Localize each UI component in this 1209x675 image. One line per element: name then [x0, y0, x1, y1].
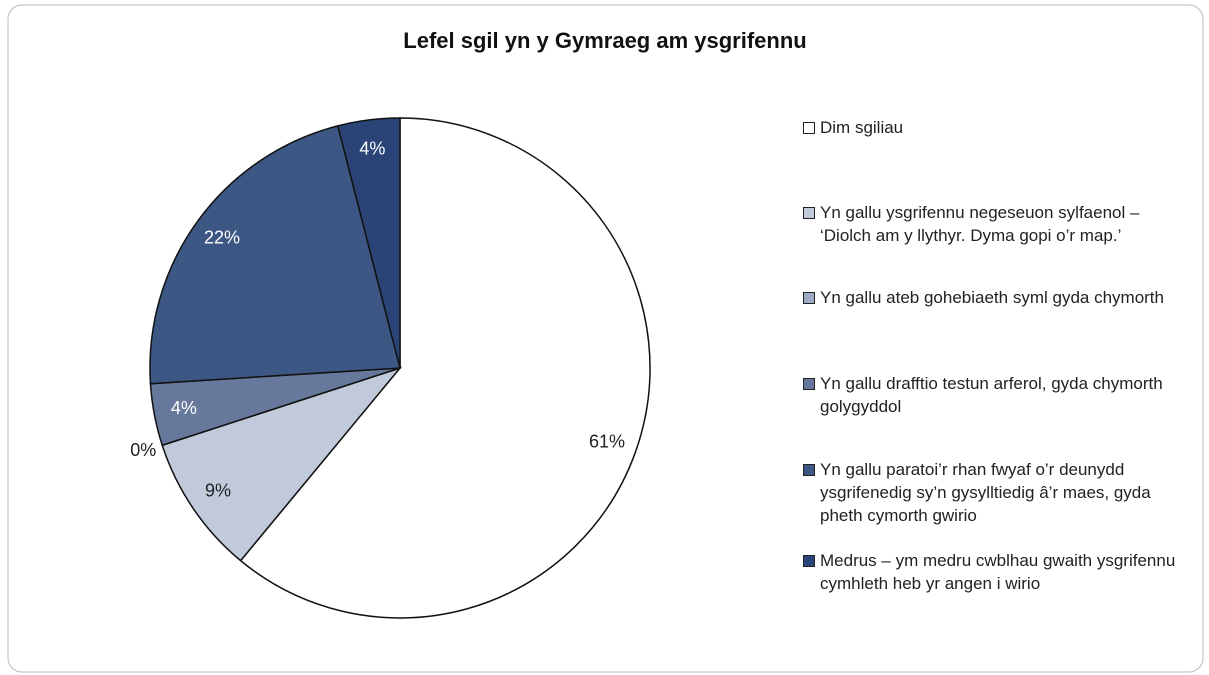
data-label: 9% [205, 480, 231, 500]
data-label: 0% [130, 440, 156, 460]
pie-slice [161, 366, 403, 562]
data-label: 4% [171, 398, 197, 418]
pie-slice [239, 117, 651, 619]
legend-entry: Yn gallu paratoi’r rhan fwyaf o’r deunyd… [800, 458, 1195, 527]
pie-slice [149, 124, 401, 385]
legend-label: Yn gallu ateb gohebiaeth syml gyda chymo… [820, 288, 1164, 307]
legend-swatch [803, 555, 815, 567]
legend-label: Dim sgiliau [820, 118, 904, 137]
legend-swatch [803, 122, 815, 134]
legend-label: Yn gallu paratoi’r rhan fwyaf o’r deunyd… [820, 460, 1151, 525]
legend-swatch [803, 378, 815, 390]
legend-entry: Yn gallu ysgrifennu negeseuon sylfaenol … [800, 201, 1195, 247]
legend-swatch [803, 292, 815, 304]
pie-slice [336, 117, 401, 369]
legend-swatch [803, 464, 815, 476]
chart-title: Lefel sgil yn y Gymraeg am ysgrifennu [403, 28, 806, 53]
legend-label: Yn gallu ysgrifennu negeseuon sylfaenol … [820, 203, 1140, 245]
legend-entry: Medrus – ym medru cwblhau gwaith ysgrife… [800, 549, 1195, 595]
data-label: 22% [204, 227, 240, 247]
legend-swatch [803, 207, 815, 219]
data-label: 61% [589, 431, 625, 451]
legend-label: Medrus – ym medru cwblhau gwaith ysgrife… [820, 551, 1176, 593]
legend-entry: Yn gallu ateb gohebiaeth syml gyda chymo… [800, 286, 1195, 309]
legend-entry: Dim sgiliau [800, 116, 1195, 139]
legend-label: Yn gallu drafftio testun arferol, gyda c… [820, 374, 1163, 416]
legend-entry: Yn gallu drafftio testun arferol, gyda c… [800, 372, 1195, 418]
data-label: 4% [359, 138, 385, 158]
